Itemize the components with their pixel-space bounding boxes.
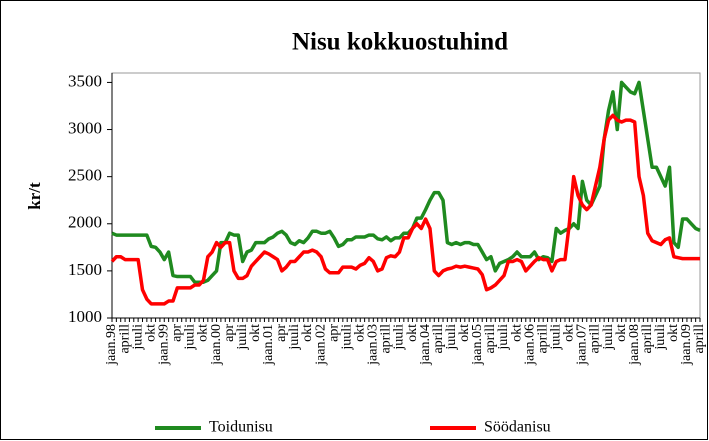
- x-tick-label: jaan.08: [627, 324, 642, 366]
- x-tick-label: okt: [352, 324, 367, 342]
- x-tick-label: jaan.05: [470, 324, 485, 366]
- x-tick-label: okt: [666, 324, 681, 342]
- x-tick-label: juuli: [287, 324, 302, 351]
- x-tick-label: okt: [300, 324, 315, 342]
- x-tick-label: okt: [143, 324, 158, 342]
- x-tick-label: apr: [274, 324, 289, 342]
- chart-title: Nisu kokkuostuhind: [292, 29, 508, 56]
- x-tick-label: aprill: [535, 324, 550, 354]
- y-tick-label: 1000: [68, 307, 102, 326]
- x-tick-label: jaan.04: [418, 324, 433, 366]
- x-tick-label: okt: [614, 324, 629, 342]
- x-tick-label: jaan.02: [313, 324, 328, 366]
- x-tick-label: aprill: [117, 324, 132, 354]
- y-tick-label: 1500: [68, 260, 102, 279]
- x-tick-label: aprill: [379, 324, 394, 354]
- x-tick-label: juuli: [339, 324, 354, 351]
- y-tick-label: 2000: [68, 213, 102, 232]
- x-tick-label: okt: [196, 324, 211, 342]
- y-tick-label: 2500: [68, 166, 102, 185]
- x-tick-label: aprill: [431, 324, 446, 354]
- x-tick-label: aprill: [640, 324, 655, 354]
- x-tick-label: juuli: [235, 324, 250, 351]
- x-tick-label: okt: [248, 324, 263, 342]
- x-tick-label: juuli: [601, 324, 616, 351]
- x-tick-label: okt: [457, 324, 472, 342]
- x-tick-label: apr: [222, 324, 237, 342]
- legend-label: Söödanisu: [484, 419, 551, 436]
- x-tick-label: jaan.09: [679, 324, 694, 366]
- x-tick-label: aprill: [588, 324, 603, 354]
- x-tick-label: apr: [326, 324, 341, 342]
- x-tick-label: jaan.98: [104, 324, 119, 366]
- x-tick-label: aprill: [692, 324, 707, 354]
- x-tick-label: aprill: [483, 324, 498, 354]
- x-tick-label: jaan.03: [366, 324, 381, 366]
- x-tick-label: apr: [170, 324, 185, 342]
- x-tick-label: jaan.06: [522, 324, 537, 366]
- y-axis-label: kr/t: [25, 182, 44, 210]
- x-tick-label: jaan.99: [156, 324, 171, 366]
- x-tick-label: juuli: [548, 324, 563, 351]
- y-tick-label: 3500: [68, 71, 102, 90]
- x-tick-label: juuli: [444, 324, 459, 351]
- x-tick-label: juuli: [392, 324, 407, 351]
- x-tick-label: juuli: [496, 324, 511, 351]
- x-tick-label: okt: [405, 324, 420, 342]
- x-tick-label: juuli: [183, 324, 198, 351]
- y-tick-label: 3000: [68, 118, 102, 137]
- line-series: [110, 113, 700, 306]
- x-tick-label: jaan.01: [261, 324, 276, 366]
- x-tick-label: okt: [509, 324, 524, 342]
- x-tick-label: jaan.07: [575, 324, 590, 366]
- legend-label: Toidunisu: [209, 419, 273, 436]
- x-tick-label: okt: [562, 324, 577, 342]
- x-tick-label: jaan.00: [209, 324, 224, 366]
- x-tick-label: juuli: [653, 324, 668, 351]
- x-tick-label: juuli: [130, 324, 145, 351]
